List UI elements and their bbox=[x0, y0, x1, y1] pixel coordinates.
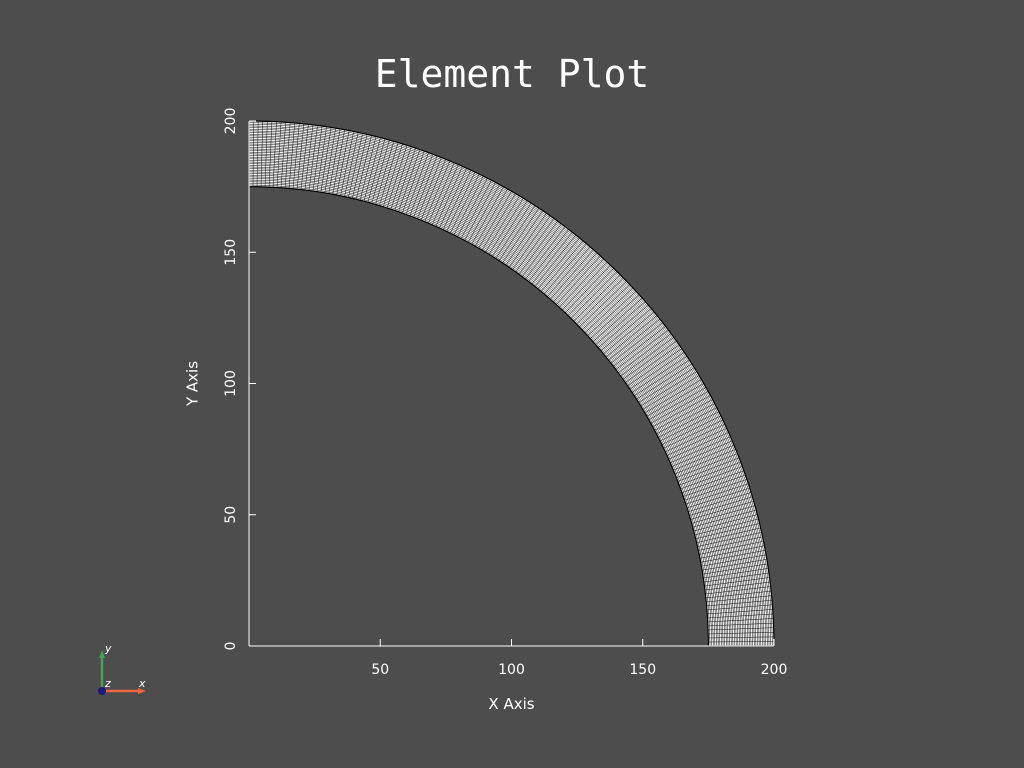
y-arrow-head bbox=[99, 650, 105, 658]
y-tick-label: 150 bbox=[223, 239, 239, 266]
y-tick-label: 200 bbox=[223, 108, 239, 135]
x-tick-label: 150 bbox=[629, 662, 656, 678]
x-tick-label: 50 bbox=[371, 662, 389, 678]
plot-title: Element Plot bbox=[374, 52, 650, 96]
orientation-widget: x y z bbox=[98, 642, 146, 695]
mesh-fill bbox=[249, 121, 774, 646]
orient-z-label: z bbox=[104, 677, 111, 690]
orient-x-label: x bbox=[138, 677, 146, 690]
x-tick-label: 100 bbox=[498, 662, 525, 678]
y-axis-title: Y Axis bbox=[184, 361, 202, 407]
y-tick-label: 50 bbox=[223, 506, 239, 524]
mesh-layer bbox=[248, 120, 775, 647]
y-tick-label: 0 bbox=[223, 642, 239, 651]
x-arrow-head bbox=[138, 688, 146, 694]
x-tick-label: 200 bbox=[761, 662, 788, 678]
axes-layer: 50 100 150 200 0 50 100 150 200 X Axis Y Axis bbox=[184, 108, 788, 713]
y-tick-label: 100 bbox=[223, 370, 239, 397]
x-axis-title: X Axis bbox=[488, 695, 534, 713]
orient-y-label: y bbox=[104, 642, 112, 655]
z-axis-dot bbox=[98, 687, 106, 695]
